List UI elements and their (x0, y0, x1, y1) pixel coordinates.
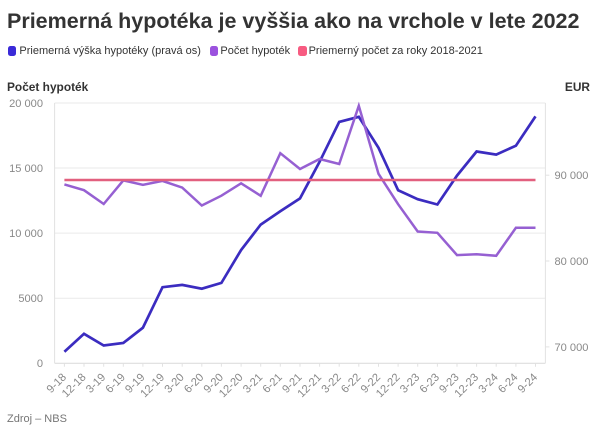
svg-text:6-23: 6-23 (418, 371, 442, 395)
svg-text:3-24: 3-24 (476, 371, 500, 395)
svg-text:70 000: 70 000 (555, 342, 589, 354)
svg-text:6-21: 6-21 (261, 371, 285, 395)
svg-text:9-24: 9-24 (516, 371, 540, 395)
svg-text:6-22: 6-22 (339, 371, 363, 395)
svg-text:3-21: 3-21 (241, 371, 265, 395)
svg-text:0: 0 (37, 358, 43, 370)
svg-text:3-19: 3-19 (84, 371, 108, 395)
svg-text:5000: 5000 (18, 293, 43, 305)
svg-text:3-23: 3-23 (398, 371, 422, 395)
svg-text:6-24: 6-24 (496, 371, 520, 395)
svg-text:90 000: 90 000 (555, 170, 589, 182)
svg-text:6-20: 6-20 (182, 371, 206, 395)
svg-text:15 000: 15 000 (9, 163, 43, 175)
svg-text:80 000: 80 000 (555, 256, 589, 268)
svg-text:10 000: 10 000 (9, 228, 43, 240)
svg-text:6-19: 6-19 (104, 371, 128, 395)
svg-text:3-20: 3-20 (162, 371, 186, 395)
svg-text:3-22: 3-22 (319, 371, 343, 395)
svg-text:20 000: 20 000 (9, 98, 43, 110)
